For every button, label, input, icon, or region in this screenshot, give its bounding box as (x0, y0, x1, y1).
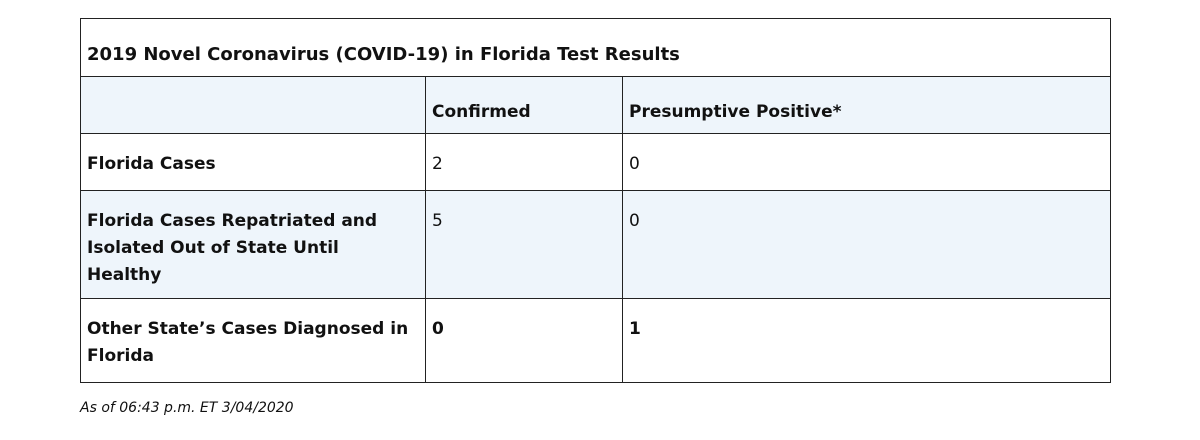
header-cell: Confirmed (425, 76, 623, 134)
row: Other State’s Cases Diagnosed in Florida… (80, 298, 1111, 383)
cell: 0 (622, 133, 1111, 191)
row-label: Other State’s Cases Diagnosed in Florida (80, 298, 426, 383)
row: Florida Cases 2 0 (80, 133, 1111, 191)
cell: 5 (425, 190, 623, 299)
results-table: 2019 Novel Coronavirus (COVID-19) in Flo… (80, 18, 1111, 383)
header-cell (80, 76, 426, 134)
title-row: 2019 Novel Coronavirus (COVID-19) in Flo… (80, 18, 1111, 77)
footnote: As of 06:43 p.m. ET 3/04/2020 (80, 400, 294, 416)
row: Florida Cases Repatriated and Isolated O… (80, 190, 1111, 299)
cell: 2 (425, 133, 623, 191)
table-title: 2019 Novel Coronavirus (COVID-19) in Flo… (80, 18, 1111, 77)
cell: 0 (622, 190, 1111, 299)
header-cell: Presumptive Positive* (622, 76, 1111, 134)
cell: 0 (425, 298, 623, 383)
row-label: Florida Cases Repatriated and Isolated O… (80, 190, 426, 299)
cell: 1 (622, 298, 1111, 383)
row-label: Florida Cases (80, 133, 426, 191)
header-row: Confirmed Presumptive Positive* (80, 76, 1111, 134)
